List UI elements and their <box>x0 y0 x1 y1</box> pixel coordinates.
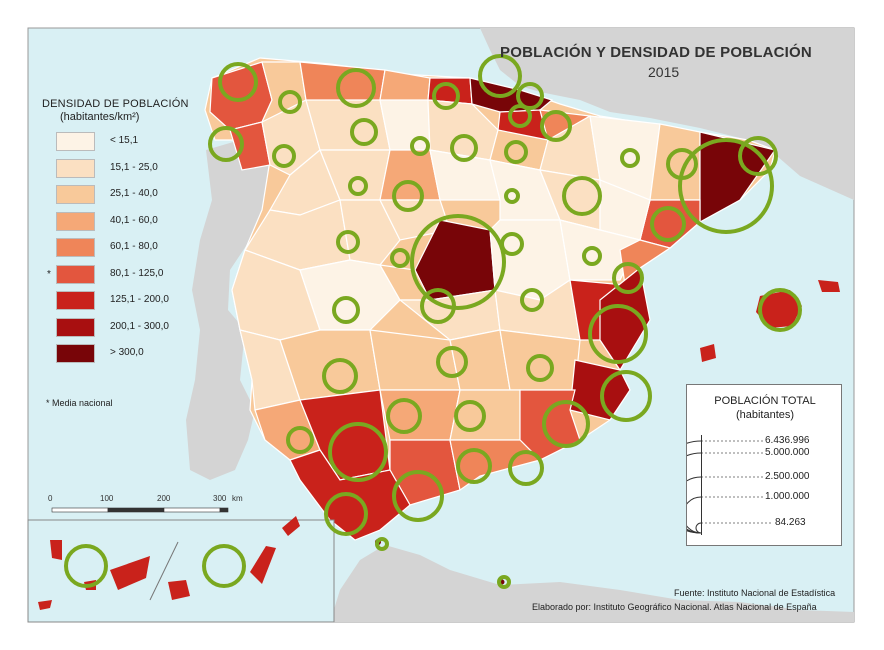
legend-class-4: 40,1 - 60,0 <box>56 211 216 232</box>
source-text: Fuente: Instituto Nacional de Estadístic… <box>674 588 836 598</box>
national-mean-marker: * <box>47 268 51 280</box>
legend-swatch <box>56 158 95 178</box>
population-value-max: 6.436.996 <box>765 435 810 446</box>
national-mean-note: * Media nacional <box>46 398 113 408</box>
map-title: POBLACIÓN Y DENSIDAD DE POBLACIÓN <box>500 44 812 61</box>
legend-swatch <box>56 211 95 231</box>
island-la-palma <box>50 540 62 560</box>
density-legend-title: DENSIDAD DE POBLACIÓN <box>42 98 189 110</box>
legend-swatch <box>56 238 95 257</box>
island-ibiza <box>700 344 716 362</box>
legend-class-1: < 15,1 <box>56 132 216 152</box>
legend-swatch <box>56 132 95 151</box>
legend-class-9: > 300,0 <box>56 344 216 364</box>
legend-label: 25,1 - 40,0 <box>110 188 158 199</box>
population-value-1m: 1.000.000 <box>765 491 810 502</box>
legend-label: 15,1 - 25,0 <box>110 161 158 173</box>
legend-label: 80,1 - 125,0 <box>110 267 164 279</box>
scale-bar <box>51 507 229 513</box>
scale-unit: km <box>232 494 243 503</box>
legend-swatch <box>56 264 95 284</box>
africa-land <box>330 545 854 622</box>
scale-label-200: 200 <box>157 494 171 503</box>
france-land <box>480 28 854 200</box>
legend-label: < 15,1 <box>110 135 139 146</box>
population-legend-title: POBLACIÓN TOTAL <box>714 395 816 407</box>
canary-inset <box>27 519 335 623</box>
legend-label: 125,1 - 200,0 <box>110 294 169 305</box>
legend-class-6: 80,1 - 125,0 * <box>47 264 216 285</box>
legend-swatch <box>56 291 95 310</box>
density-legend-subtitle: (habitantes/km²) <box>60 111 140 123</box>
island-gran-canaria <box>168 580 190 600</box>
legend-class-8: 200,1 - 300,0 <box>56 317 216 338</box>
legend-swatch <box>56 185 95 204</box>
population-legend: POBLACIÓN TOTAL (habitantes) 6.436.996 5… <box>686 384 842 546</box>
legend-class-3: 25,1 - 40,0 <box>56 185 216 205</box>
legend-label: 200,1 - 300,0 <box>110 320 169 332</box>
map-year: 2015 <box>648 64 680 80</box>
legend-swatch <box>56 317 95 337</box>
legend-swatch <box>56 344 95 363</box>
population-value-min: 84.263 <box>775 517 806 528</box>
population-value-5m: 5.000.000 <box>765 447 810 458</box>
population-circles <box>64 54 802 589</box>
credits-text: Elaborado por: Instituto Geográfico Naci… <box>532 602 817 612</box>
scale-label-100: 100 <box>100 494 114 503</box>
island-lanzarote <box>282 516 300 536</box>
island-tenerife <box>110 556 150 590</box>
island-mallorca <box>756 290 802 328</box>
population-value-2-5m: 2.500.000 <box>765 471 810 482</box>
legend-label: 40,1 - 60,0 <box>110 214 158 226</box>
population-legend-subtitle: (habitantes) <box>735 409 795 421</box>
island-hierro <box>38 600 52 610</box>
legend-class-5: 60,1 - 80,0 <box>56 238 216 258</box>
legend-label: 60,1 - 80,0 <box>110 241 158 252</box>
legend-label: > 300,0 <box>110 347 144 358</box>
island-fuerteventura <box>250 546 276 584</box>
canary-divider <box>149 541 179 601</box>
legend-class-7: 125,1 - 200,0 <box>56 291 216 311</box>
legend-class-2: 15,1 - 25,0 <box>56 158 216 179</box>
population-legend-circles <box>687 435 773 535</box>
scale-label-300: 300 <box>213 494 227 503</box>
portugal-land <box>186 140 272 480</box>
scale-label-0: 0 <box>48 494 53 503</box>
island-menorca <box>818 280 840 292</box>
